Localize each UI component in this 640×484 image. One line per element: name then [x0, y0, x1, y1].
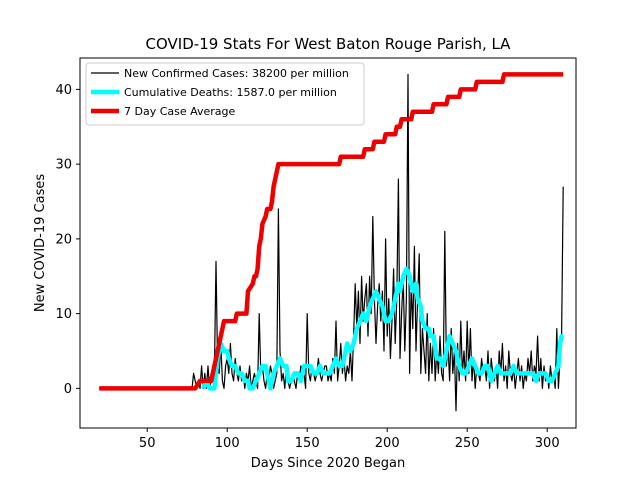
- y-tick-label: 30: [55, 158, 72, 173]
- legend: New Confirmed Cases: 38200 per million C…: [85, 62, 365, 126]
- x-tick-label: 100: [215, 436, 240, 451]
- plot-frame: [79, 57, 577, 429]
- chart-title: COVID-19 Stats For West Baton Rouge Pari…: [146, 35, 512, 53]
- y-tick-label: 20: [55, 232, 72, 247]
- y-tick-label: 10: [55, 307, 72, 322]
- legend-label-new-cases: New Confirmed Cases: 38200 per million: [124, 67, 349, 80]
- series-line-average: [99, 72, 564, 391]
- x-tick-label: 200: [375, 436, 400, 451]
- y-axis-label: New COVID-19 Cases: [33, 174, 48, 312]
- x-axis-label: Days Since 2020 Began: [251, 456, 406, 471]
- x-tick-label: 150: [295, 436, 320, 451]
- x-tick-label: 50: [139, 436, 156, 451]
- y-tick-label: 0: [64, 382, 72, 397]
- legend-box: [85, 62, 365, 126]
- legend-label-average: 7 Day Case Average: [124, 105, 236, 118]
- x-tick-label: 300: [535, 436, 560, 451]
- series-layer: [99, 72, 564, 412]
- y-axis: 0 10 20 30 40: [55, 83, 80, 397]
- x-tick-label: 250: [455, 436, 480, 451]
- x-axis: 50 100 150 200 250 300: [139, 428, 560, 451]
- legend-label-deaths: Cumulative Deaths: 1587.0 per million: [124, 86, 337, 99]
- y-tick-label: 40: [55, 83, 72, 98]
- series-line-deaths: [201, 266, 564, 391]
